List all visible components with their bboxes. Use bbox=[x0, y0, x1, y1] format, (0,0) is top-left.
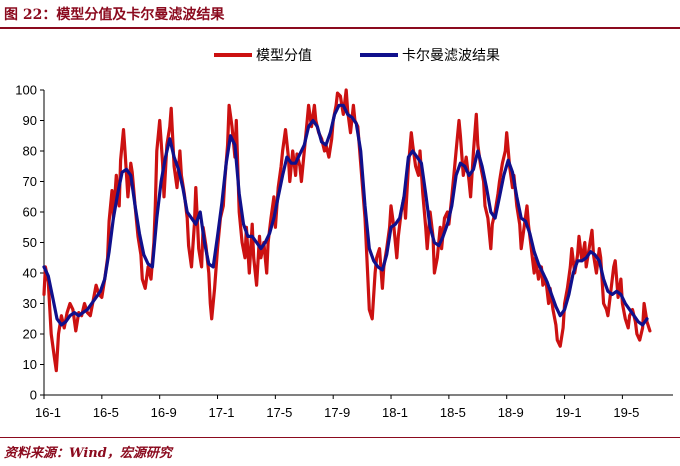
y-tick-label: 60 bbox=[23, 205, 37, 220]
x-tick-label: 17-9 bbox=[324, 405, 350, 420]
x-tick-label: 17-1 bbox=[209, 405, 235, 420]
title-divider bbox=[0, 27, 680, 29]
y-tick-label: 30 bbox=[23, 296, 37, 311]
x-tick-label: 16-5 bbox=[93, 405, 119, 420]
x-tick-label: 17-5 bbox=[266, 405, 292, 420]
y-tick-label: 80 bbox=[23, 144, 37, 159]
x-tick-label: 18-5 bbox=[440, 405, 466, 420]
chart-axes: 0 10 20 30 40 50 60 70 80 90 100 16-1 16-5 16-9 17-1 17… bbox=[15, 83, 673, 420]
x-tick-label: 18-1 bbox=[382, 405, 408, 420]
y-tick-label: 10 bbox=[23, 357, 37, 372]
y-tick-label: 100 bbox=[15, 83, 37, 98]
x-tick-label: 16-9 bbox=[151, 405, 177, 420]
x-tick-label: 19-5 bbox=[613, 405, 639, 420]
footer-divider bbox=[0, 437, 680, 438]
legend-label-model-score: 模型分值 bbox=[256, 48, 312, 64]
y-tick-label: 40 bbox=[23, 266, 37, 281]
y-tick-label: 50 bbox=[23, 235, 37, 250]
y-tick-label: 70 bbox=[23, 174, 37, 189]
y-tick-label: 20 bbox=[23, 327, 37, 342]
figure-title: 图 22：模型分值及卡尔曼滤波结果 bbox=[4, 7, 225, 23]
figure-title-bar: 图 22：模型分值及卡尔曼滤波结果 bbox=[0, 0, 680, 28]
series-line-kalman-filter bbox=[42, 103, 649, 327]
x-tick-label: 19-1 bbox=[556, 405, 582, 420]
y-tick-label: 90 bbox=[23, 113, 37, 128]
series-line-model-score bbox=[42, 88, 652, 373]
chart-series-layer bbox=[42, 88, 652, 373]
source-note: 资料来源：Wind，宏源研究 bbox=[4, 446, 172, 461]
legend-label-kalman-filter: 卡尔曼滤波结果 bbox=[402, 48, 500, 64]
chart-legend: 模型分值 卡尔曼滤波结果 bbox=[214, 48, 500, 64]
x-tick-label: 16-1 bbox=[35, 405, 61, 420]
x-tick-label: 18-9 bbox=[498, 405, 524, 420]
y-tick-label: 0 bbox=[30, 388, 37, 403]
